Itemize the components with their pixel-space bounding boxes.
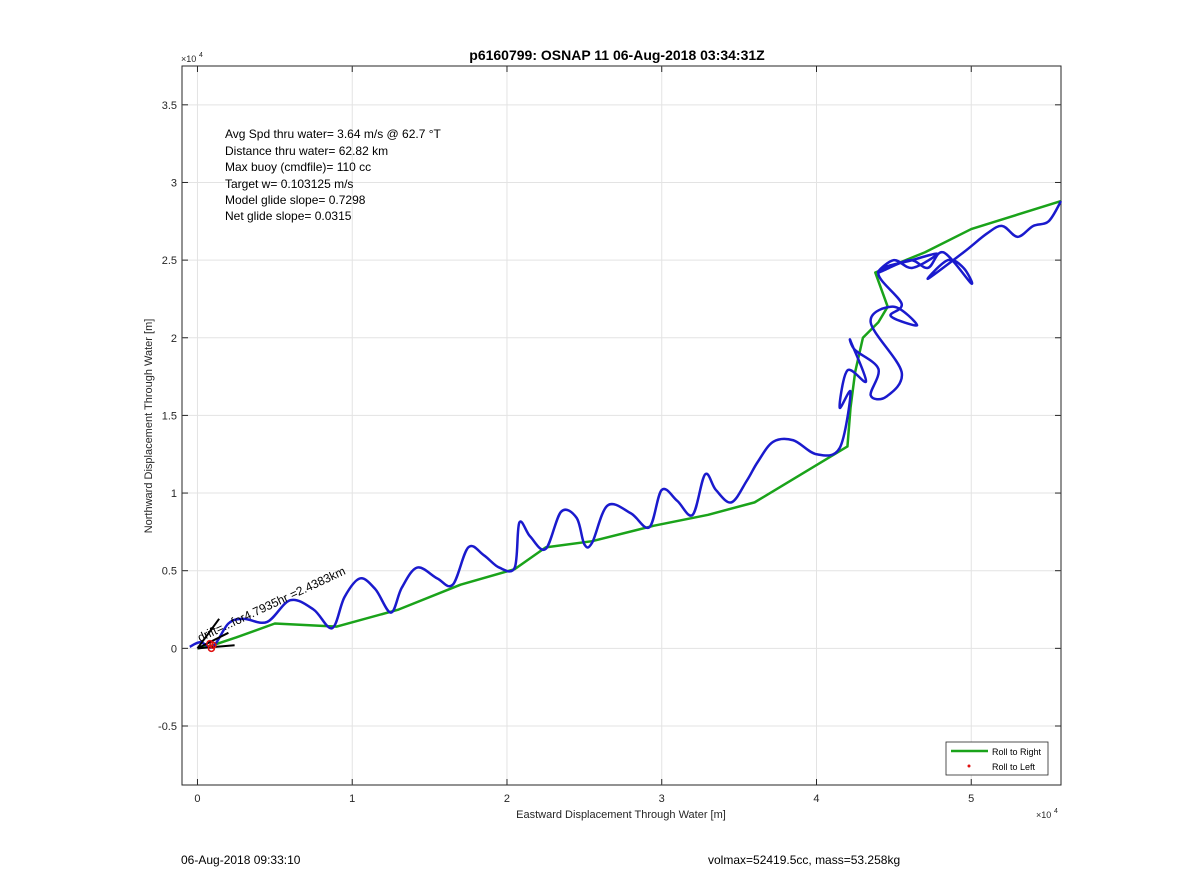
y-axis-exponent-power: 4 (199, 52, 203, 59)
chart-title: p6160799: OSNAP 11 06-Aug-2018 03:34:31Z (469, 47, 765, 63)
legend-roll-left-swatch (967, 764, 971, 768)
legend-roll-left-label: Roll to Left (992, 762, 1036, 772)
stat-avg-speed: Avg Spd thru water= 3.64 m/s @ 62.7 °T (225, 127, 442, 141)
plot-area (181, 65, 1062, 786)
y-tick-label: 1.5 (162, 410, 177, 422)
y-tick-label: 0.5 (162, 566, 177, 578)
series-trajectory (189, 200, 1063, 649)
drift-vector (196, 618, 220, 649)
drift-vector (197, 631, 229, 650)
y-tick-label: 3 (171, 177, 177, 189)
x-tick-label: 4 (813, 793, 819, 805)
y-tick-label: 0 (171, 643, 177, 655)
stat-distance: Distance thru water= 62.82 km (225, 144, 388, 158)
x-tick-label: 1 (349, 793, 355, 805)
x-tick-label: 2 (504, 793, 510, 805)
x-axis-exponent-power: 4 (1054, 808, 1058, 815)
x-axis-exponent: ×10 (1036, 810, 1051, 820)
series-roll-to-right (197, 199, 1062, 650)
roll-to-left-marker (209, 641, 217, 649)
axis-ticks: 0 1 2 3 4 5 -0.5 0 0.5 1 1.5 2 2.5 3 3.5 (158, 66, 1061, 805)
x-tick-label: 5 (968, 793, 974, 805)
y-tick-label: 1 (171, 488, 177, 500)
legend-roll-right-label: Roll to Right (992, 747, 1042, 757)
stats-textbox: Avg Spd thru water= 3.64 m/s @ 62.7 °T D… (225, 127, 442, 223)
stat-net-glide: Net glide slope= 0.0315 (225, 209, 352, 223)
grid-lines (182, 66, 1061, 785)
y-axis-label: Northward Displacement Through Water [m] (143, 319, 155, 534)
y-axis-exponent: ×10 (181, 54, 196, 64)
y-tick-label: 2.5 (162, 255, 177, 267)
stat-model-glide: Model glide slope= 0.7298 (225, 193, 366, 207)
y-tick-label: -0.5 (158, 721, 177, 733)
x-tick-label: 3 (659, 793, 665, 805)
footer-volmax-mass: volmax=52419.5cc, mass=53.258kg (708, 853, 901, 867)
footer-timestamp: 06-Aug-2018 09:33:10 (181, 853, 301, 867)
legend-box (945, 741, 1049, 776)
x-tick-label: 0 (194, 793, 200, 805)
y-tick-label: 2 (171, 333, 177, 345)
series-layer (189, 199, 1063, 653)
stat-target-w: Target w= 0.103125 m/s (225, 177, 353, 191)
legend: Roll to Right Roll to Left (945, 741, 1049, 776)
x-axis-label: Eastward Displacement Through Water [m] (516, 809, 726, 821)
y-tick-label: 3.5 (162, 100, 177, 112)
stat-max-buoy: Max buoy (cmdfile)= 110 cc (225, 160, 371, 174)
